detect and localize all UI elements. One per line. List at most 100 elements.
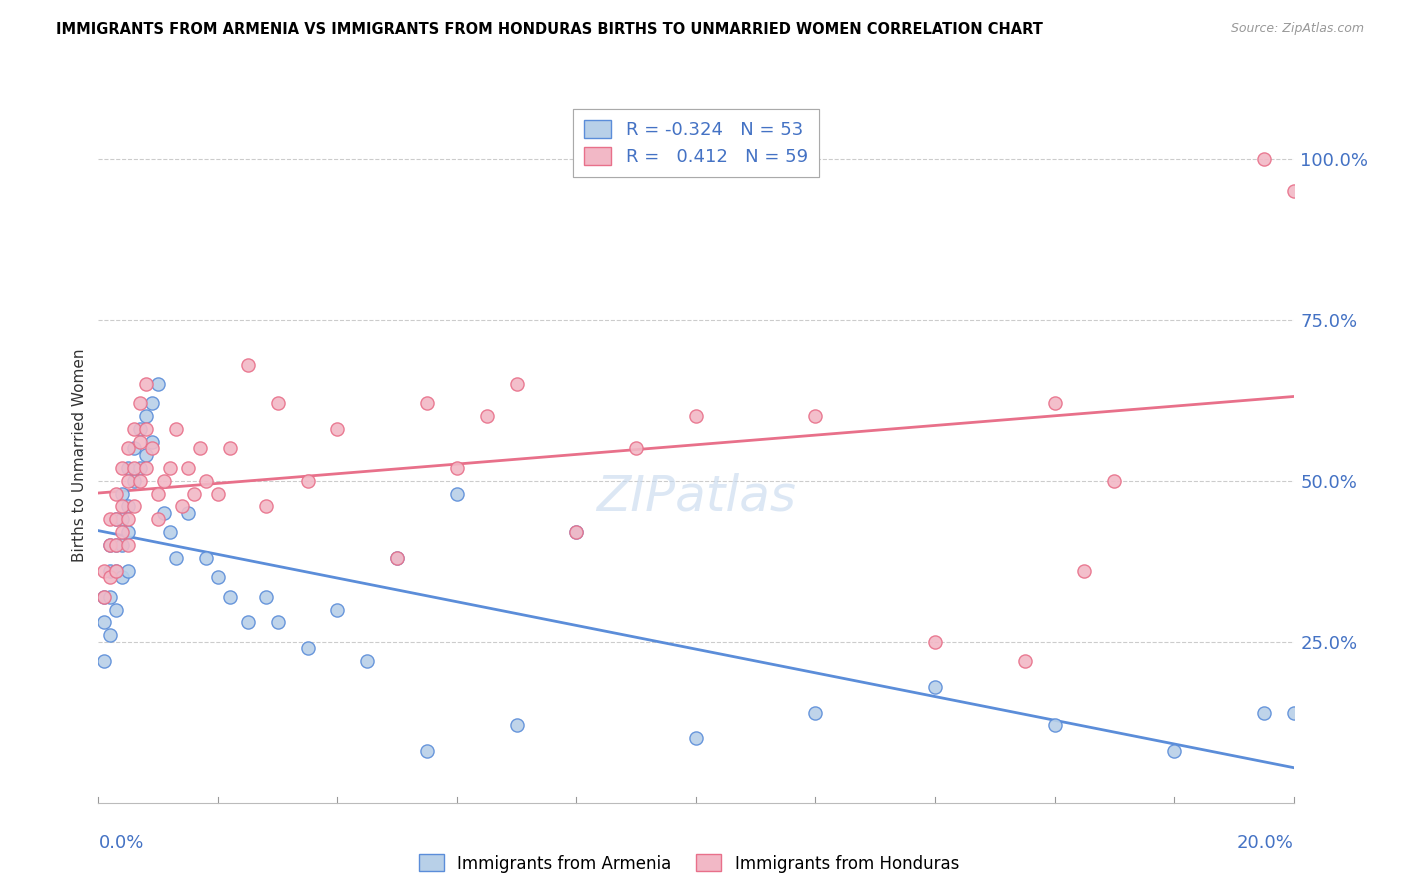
Point [297,474,319,488]
Point [506,377,529,392]
Text: ZIPatlas: ZIPatlas [596,473,796,521]
Point [105,538,128,552]
Point [141,435,163,450]
Point [100,564,122,578]
Point [565,525,588,540]
Point [111,512,134,526]
Point [105,512,128,526]
Point [141,442,163,456]
Point [475,409,498,424]
Point [117,564,139,578]
Point [141,396,163,410]
Point [685,409,707,424]
Legend: Immigrants from Armenia, Immigrants from Honduras: Immigrants from Armenia, Immigrants from… [412,847,966,880]
Point [93,590,115,604]
Point [124,422,146,436]
Point [117,460,139,475]
Point [804,706,827,720]
Point [1253,152,1275,166]
Point [93,615,115,630]
Point [105,486,128,500]
Point [1073,564,1095,578]
Point [148,377,170,392]
Point [446,460,468,475]
Point [117,442,139,456]
Point [124,474,146,488]
Point [236,358,259,372]
Point [297,641,319,656]
Point [385,551,409,566]
Point [1014,654,1036,668]
Point [159,460,181,475]
Point [129,460,152,475]
Point [267,615,290,630]
Y-axis label: Births to Unmarried Women: Births to Unmarried Women [72,348,87,562]
Point [135,422,157,436]
Point [135,377,157,392]
Point [1104,474,1126,488]
Text: 0.0%: 0.0% [98,834,143,852]
Point [117,538,139,552]
Point [804,409,827,424]
Point [135,448,157,462]
Text: Source: ZipAtlas.com: Source: ZipAtlas.com [1230,22,1364,36]
Point [100,590,122,604]
Point [93,654,115,668]
Point [177,506,200,520]
Point [129,396,152,410]
Point [183,486,205,500]
Point [1163,744,1185,758]
Point [124,500,146,514]
Point [207,570,229,584]
Point [129,474,152,488]
Point [148,512,170,526]
Point [326,602,349,616]
Point [446,486,468,500]
Point [195,551,218,566]
Point [105,564,128,578]
Point [153,506,176,520]
Point [111,570,134,584]
Point [111,460,134,475]
Point [111,500,134,514]
Point [129,435,152,450]
Point [254,500,277,514]
Point [117,500,139,514]
Point [100,628,122,642]
Point [1253,706,1275,720]
Point [626,442,648,456]
Text: IMMIGRANTS FROM ARMENIA VS IMMIGRANTS FROM HONDURAS BIRTHS TO UNMARRIED WOMEN CO: IMMIGRANTS FROM ARMENIA VS IMMIGRANTS FR… [56,22,1043,37]
Point [219,590,242,604]
Point [924,680,946,694]
Point [326,422,349,436]
Point [236,615,259,630]
Point [565,525,588,540]
Legend: R = -0.324   N = 53, R =   0.412   N = 59: R = -0.324 N = 53, R = 0.412 N = 59 [574,109,818,177]
Point [124,442,146,456]
Point [111,538,134,552]
Point [105,564,128,578]
Point [254,590,277,604]
Point [188,442,211,456]
Point [207,486,229,500]
Point [267,396,290,410]
Point [111,525,134,540]
Point [105,602,128,616]
Point [105,512,128,526]
Point [416,396,439,410]
Point [924,634,946,648]
Point [356,654,378,668]
Point [153,474,176,488]
Point [100,512,122,526]
Point [165,551,187,566]
Point [117,474,139,488]
Point [159,525,181,540]
Point [148,486,170,500]
Point [165,422,187,436]
Point [177,460,200,475]
Point [100,538,122,552]
Point [111,486,134,500]
Point [385,551,409,566]
Point [100,538,122,552]
Point [93,564,115,578]
